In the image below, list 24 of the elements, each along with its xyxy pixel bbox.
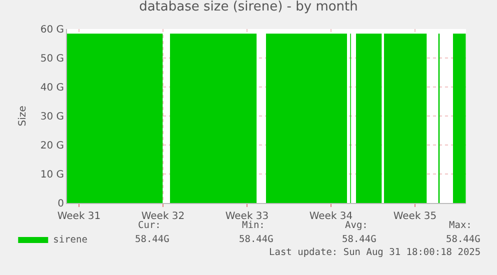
chart-title: database size (sirene) - by month xyxy=(139,0,358,14)
y-axis-title: Size xyxy=(17,106,28,126)
y-tick-label: 0 xyxy=(58,198,64,210)
text: 58.44G xyxy=(135,234,170,245)
text: 58.44G xyxy=(239,234,274,245)
y-tick-label: 50 G xyxy=(40,54,64,64)
x-tick-label: Week 32 xyxy=(141,211,185,222)
y-tick-label: 40 G xyxy=(40,82,64,94)
text: Cur: xyxy=(138,220,161,231)
text: Min: xyxy=(242,220,265,231)
legend-label: sirene xyxy=(53,234,88,246)
y-tick-label: 30 G xyxy=(40,112,64,122)
y-tick-label: 10 G xyxy=(40,170,64,180)
text: Last update: Sun Aug 31 18:00:18 2025 xyxy=(269,247,481,258)
text: 58.44G xyxy=(342,234,377,245)
text: Max: xyxy=(449,220,472,231)
y-tick-label: 60 G xyxy=(40,24,64,36)
y-tick-label: 20 G xyxy=(40,140,64,152)
x-tick-label: Week 34 xyxy=(309,211,353,222)
x-tick-label: Week 33 xyxy=(225,211,269,222)
text: Avg: xyxy=(345,220,368,231)
x-tick-label: Week 35 xyxy=(393,211,437,222)
x-tick-label: Week 31 xyxy=(57,211,101,222)
text: 58.44G xyxy=(446,234,481,245)
